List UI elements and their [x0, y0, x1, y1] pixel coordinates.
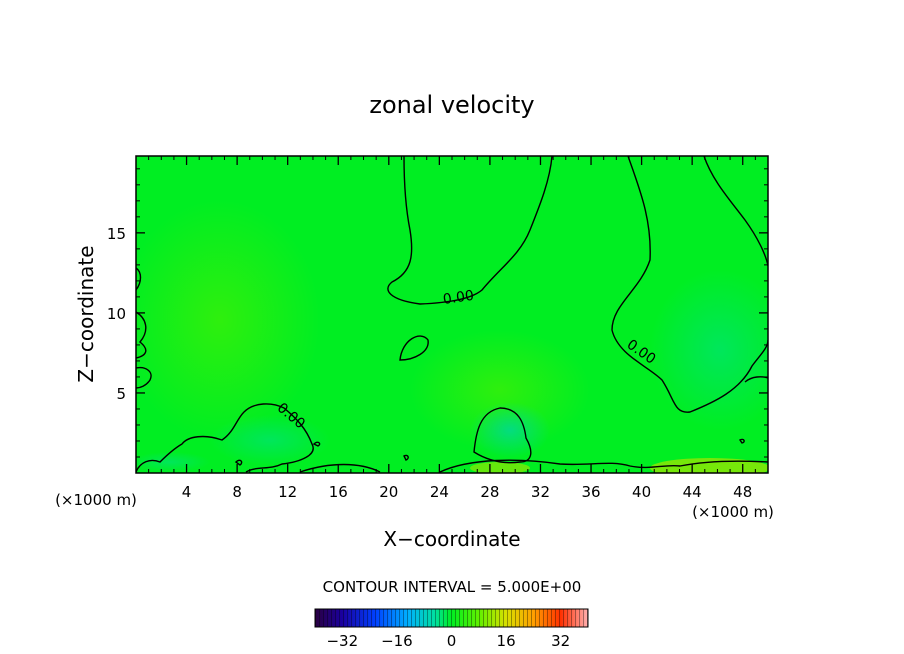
y-tick-label: 15	[107, 225, 126, 243]
contour-line	[136, 311, 147, 359]
x-tick-label: 44	[683, 483, 702, 501]
contour-label: 0.00	[442, 288, 475, 308]
contour-line	[703, 156, 768, 267]
x-tick-label: 24	[430, 483, 449, 501]
colorbar-tick-label: 32	[551, 632, 570, 650]
colorbar-tick-label: −16	[381, 632, 413, 650]
chart-title: zonal velocity	[369, 91, 534, 119]
contour-line	[312, 441, 321, 447]
x-tick-label: 16	[329, 483, 348, 501]
y-axis-label: Z−coordinate	[74, 245, 98, 382]
x-tick-label: 32	[531, 483, 550, 501]
y-tick-label: 10	[107, 305, 126, 323]
x-tick-label: 4	[182, 483, 192, 501]
x-tick-label: 40	[632, 483, 651, 501]
contour-line	[136, 366, 152, 389]
y-tick-label: 5	[116, 385, 126, 403]
x-tick-label: 48	[733, 483, 752, 501]
colorbar-tick-label: −32	[326, 632, 358, 650]
contour-line	[234, 459, 243, 466]
colorbar-stripes	[315, 609, 588, 627]
contour-line	[473, 407, 532, 464]
colorbar: −32 −16 0 16 32	[314, 608, 589, 650]
contour-line	[299, 463, 381, 473]
contour-line	[439, 459, 768, 473]
colorbar-tick-label: 16	[497, 632, 516, 650]
x-tick-label: 12	[278, 483, 297, 501]
x-unit-right: (×1000 m)	[692, 503, 774, 521]
x-axis-label: X−coordinate	[383, 527, 520, 551]
colorbar-ticks: −32 −16 0 16 32	[326, 632, 570, 650]
contour-line	[611, 156, 768, 413]
colorbar-tick-label: 0	[447, 632, 457, 650]
x-tick-label: 8	[232, 483, 242, 501]
contour-line	[744, 376, 768, 383]
contour-line	[399, 335, 429, 361]
contour-line	[738, 438, 745, 444]
contour-line	[136, 267, 142, 291]
plot-area: 0.000.000.00 4 8 12 16 20 24 28 32 36 40 44 48 5101…	[107, 155, 769, 501]
x-unit-left: (×1000 m)	[55, 491, 137, 509]
x-tick-label: 28	[480, 483, 499, 501]
x-axis: 4 8 12 16 20 24 28 32 36 40 44 48	[148, 156, 756, 501]
contour-line	[136, 403, 314, 473]
x-tick-label: 36	[581, 483, 600, 501]
contour-line	[403, 454, 409, 461]
contour-line	[387, 156, 553, 305]
contour-interval-text: CONTOUR INTERVAL = 5.000E+00	[323, 578, 582, 596]
x-tick-label: 20	[379, 483, 398, 501]
contour-lines	[136, 156, 768, 473]
y-axis: 5 10 15	[107, 168, 768, 458]
colorbar-frame	[314, 608, 589, 628]
